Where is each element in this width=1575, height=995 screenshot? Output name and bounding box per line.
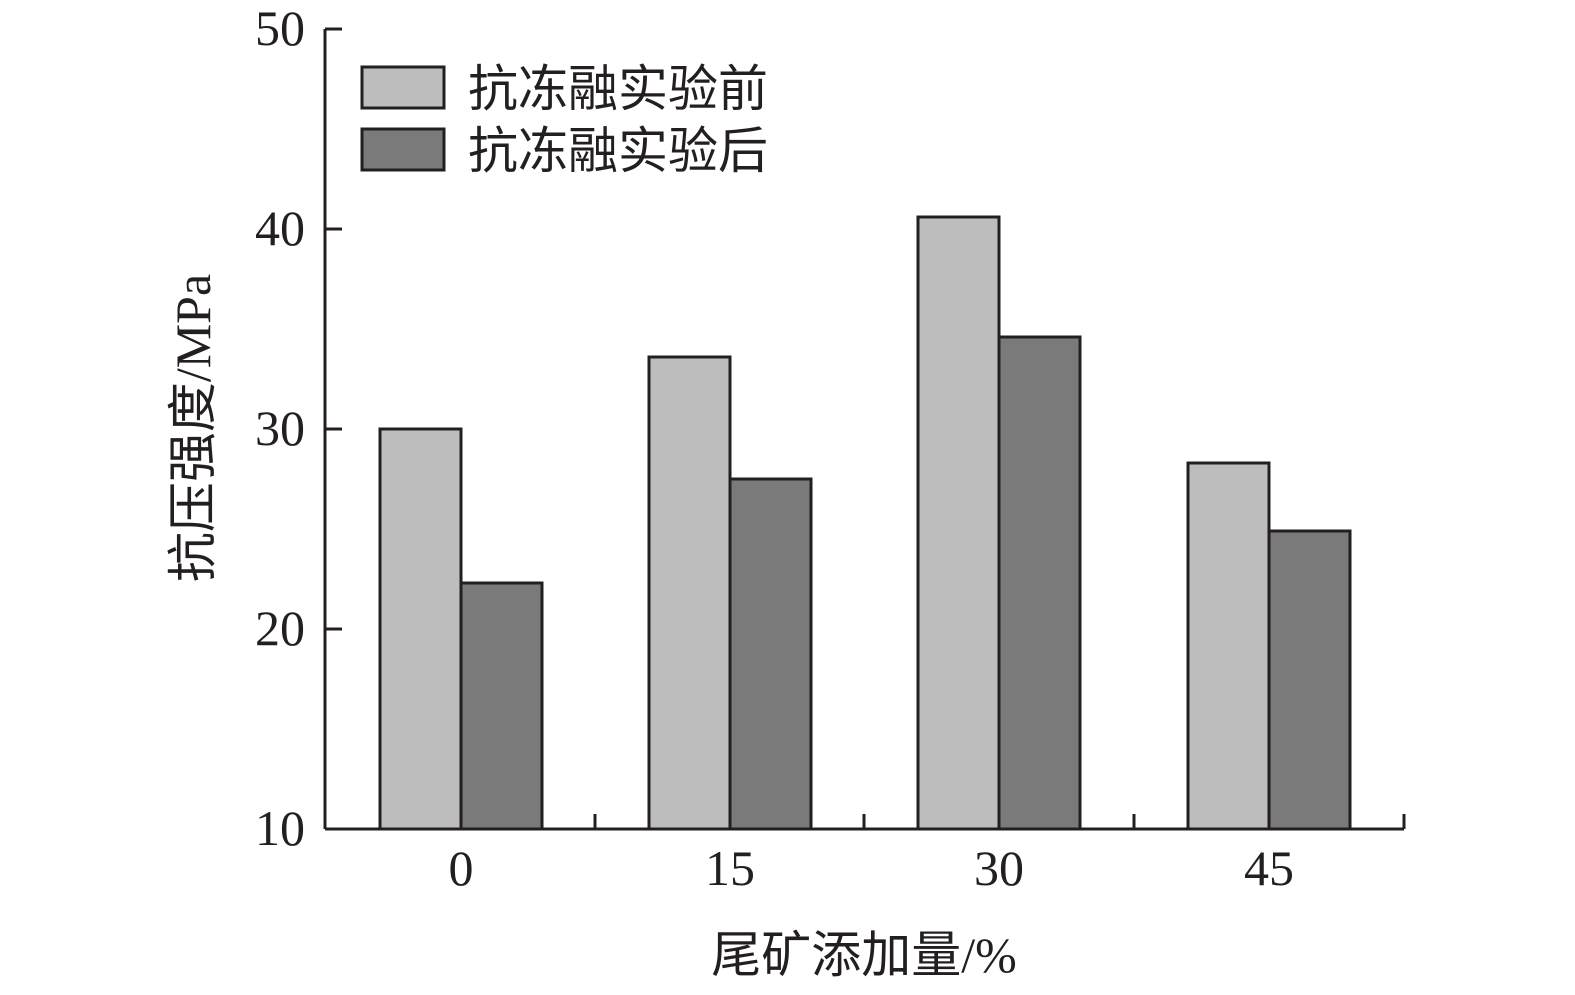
x-tick-label-15: 15 <box>705 840 755 896</box>
y-tick-label-20: 20 <box>255 600 305 656</box>
bar-after-0 <box>459 581 544 831</box>
bar-before-15 <box>647 355 732 831</box>
legend-label-before: 抗冻融实验前 <box>468 61 768 117</box>
y-tick-label-40: 40 <box>255 200 305 256</box>
y-axis-title: 抗压强度/MPa <box>165 274 221 582</box>
x-axis-title: 尾矿添加量/% <box>711 927 1017 983</box>
y-tick-label-50: 50 <box>255 0 305 56</box>
bar-before-0 <box>378 427 463 831</box>
legend-swatch-after <box>360 127 446 172</box>
y-tick-label-10: 10 <box>255 800 305 856</box>
bar-before-30 <box>916 215 1001 831</box>
bar-after-15 <box>728 477 813 831</box>
x-tick-label-30: 30 <box>974 840 1024 896</box>
x-tick-label-45: 45 <box>1244 840 1294 896</box>
bar-before-45 <box>1186 461 1271 831</box>
bar-after-30 <box>997 335 1082 831</box>
plot-area: 10 20 30 40 50 0 15 30 45 <box>255 0 1406 896</box>
legend-label-after: 抗冻融实验后 <box>468 123 768 179</box>
x-tick-label-0: 0 <box>449 840 474 896</box>
y-tick-label-30: 30 <box>255 400 305 456</box>
legend-swatch-before <box>360 65 446 110</box>
bar-after-45 <box>1267 529 1352 831</box>
legend: 抗冻融实验前 抗冻融实验后 <box>360 61 768 179</box>
